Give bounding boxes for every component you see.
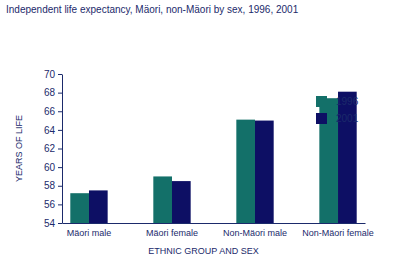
bar [89, 190, 108, 223]
x-tick: Mäori male [67, 228, 112, 238]
y-tick: 60 [44, 162, 62, 173]
y-axis: 54 56 58 60 62 64 66 68 70 [44, 69, 63, 229]
title: Independent life expectancy, Mäori, non-… [6, 4, 299, 15]
y-tick-label: 66 [44, 106, 56, 117]
y-tick: 62 [44, 143, 62, 154]
y-tick: 54 [44, 218, 62, 229]
y-tick: 70 [44, 69, 62, 80]
y-tick-label: 64 [44, 125, 56, 136]
y-tick-label: 70 [44, 69, 56, 80]
bar [236, 120, 255, 223]
bars [70, 92, 356, 223]
y-axis-title: YEARS OF LIFE [14, 115, 24, 182]
x-tick: Non-Mäori male [223, 228, 287, 238]
background [0, 0, 400, 264]
y-tick-label: 62 [44, 143, 56, 154]
legend-label: 2001 [336, 113, 359, 124]
y-tick-label: 58 [44, 180, 56, 191]
y-tick: 56 [44, 199, 62, 210]
bar [70, 193, 89, 223]
bar [338, 92, 357, 223]
y-tick-mark [58, 93, 62, 94]
y-tick: 66 [44, 106, 62, 117]
bar [172, 181, 191, 223]
x-tick: Mäori female [146, 228, 198, 238]
y-tick-mark [58, 167, 62, 168]
x-axis-line [63, 223, 366, 224]
x-axis: Mäori male Mäori female Non-Mäori male Non-… [63, 224, 374, 239]
y-tick-label: 56 [44, 199, 56, 210]
y-tick-mark [58, 223, 62, 224]
legend-swatch [316, 113, 327, 124]
y-tick-label: 54 [44, 218, 56, 229]
y-tick-label: 60 [44, 162, 56, 173]
x-axis-title: ETHNIC GROUP AND SEX [148, 246, 258, 256]
x-tick-label: Non-Mäori male [223, 228, 287, 238]
legend-item: 1996 [316, 96, 359, 107]
y-tick: 64 [44, 125, 62, 136]
y-tick-mark [58, 74, 62, 75]
x-tick-label: Non-Mäori female [302, 228, 374, 238]
y-tick: 58 [44, 180, 62, 191]
x-tick: Non-Mäori female [302, 228, 374, 238]
y-tick: 68 [44, 87, 62, 98]
y-tick-mark [58, 186, 62, 187]
x-tick-label: Mäori male [67, 228, 112, 238]
y-tick-mark [58, 204, 62, 205]
y-tick-mark [58, 149, 62, 150]
y-tick-mark [58, 111, 62, 112]
y-axis-line [62, 75, 63, 224]
y-tick-label: 68 [44, 87, 56, 98]
legend-label: 1996 [336, 96, 359, 107]
bar [255, 121, 274, 223]
y-tick-mark [58, 130, 62, 131]
legend-item: 2001 [316, 113, 359, 124]
x-tick-label: Mäori female [146, 228, 198, 238]
legend-swatch [316, 96, 327, 107]
bar [153, 176, 172, 223]
legend: 1996 2001 [316, 96, 359, 124]
